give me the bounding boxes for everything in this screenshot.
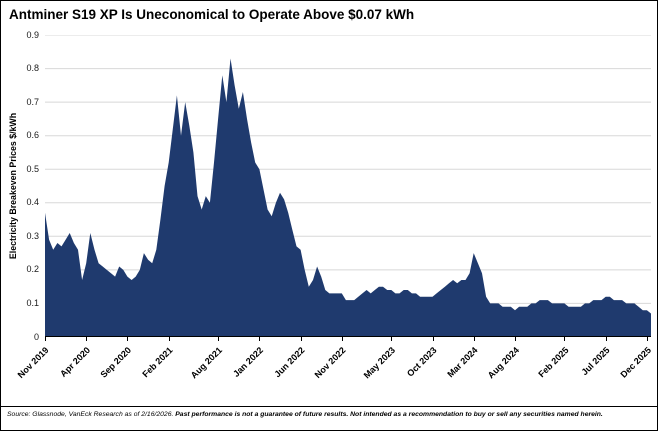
breakeven-price-series (45, 58, 651, 337)
y-tick-label: 0.7 (26, 96, 39, 107)
chart-title: Antminer S19 XP Is Uneconomical to Opera… (9, 7, 415, 22)
disclaimer-text: Past performance is not a guarantee of f… (175, 411, 603, 418)
x-tick-mark (432, 337, 434, 341)
x-tick-label: Jan 2022 (231, 345, 266, 379)
x-tick-label: Aug 2024 (485, 345, 522, 381)
x-tick-mark (515, 337, 516, 341)
x-tick-label: Dec 2025 (618, 345, 653, 380)
x-tick-mark (646, 337, 648, 341)
breakeven-area-chart (45, 34, 651, 337)
chart-plot-area (45, 34, 651, 337)
x-tick-mark (473, 337, 475, 341)
x-tick-mark (259, 337, 261, 341)
source-disclaimer: Source: Glassnode, VanEck Research as of… (1, 406, 657, 430)
x-tick-label: May 2023 (362, 345, 398, 381)
x-tick-mark (300, 337, 302, 341)
x-tick-mark (45, 337, 46, 341)
x-tick-label: Aug 2021 (188, 345, 225, 381)
x-tick-label: Feb 2021 (140, 345, 175, 380)
y-tick-label: 0.2 (26, 264, 39, 275)
x-tick-mark (564, 337, 566, 341)
x-tick-label: Oct 2023 (404, 345, 439, 379)
x-tick-label: Sep 2020 (98, 345, 134, 380)
y-tick-label: 0.6 (26, 130, 39, 141)
x-tick-mark (391, 337, 393, 341)
x-tick-label: Apr 2020 (58, 345, 93, 379)
x-tick-mark (127, 337, 129, 341)
x-tick-mark (341, 337, 343, 341)
x-tick-label: Mar 2024 (445, 345, 480, 380)
y-tick-label: 0.3 (26, 230, 39, 241)
y-tick-label: 0 (33, 331, 39, 342)
x-tick-mark (86, 337, 88, 341)
x-tick-label: Jun 2022 (272, 345, 307, 380)
source-text: Source: Glassnode, VanEck Research as of… (7, 411, 176, 418)
x-tick-mark (168, 337, 170, 341)
x-tick-label: Nov 2019 (16, 345, 52, 381)
y-tick-label: 0.9 (26, 29, 39, 40)
x-tick-mark (605, 337, 607, 341)
x-tick-mark (218, 337, 220, 341)
x-tick-label: Nov 2022 (312, 345, 348, 381)
y-tick-label: 0.8 (26, 63, 39, 74)
x-tick-label: Jul 2025 (579, 345, 612, 378)
y-tick-label: 0.5 (26, 163, 39, 174)
y-tick-label: 0.4 (26, 197, 39, 208)
y-tick-label: 0.1 (26, 297, 39, 308)
x-tick-label: Feb 2025 (536, 345, 571, 380)
